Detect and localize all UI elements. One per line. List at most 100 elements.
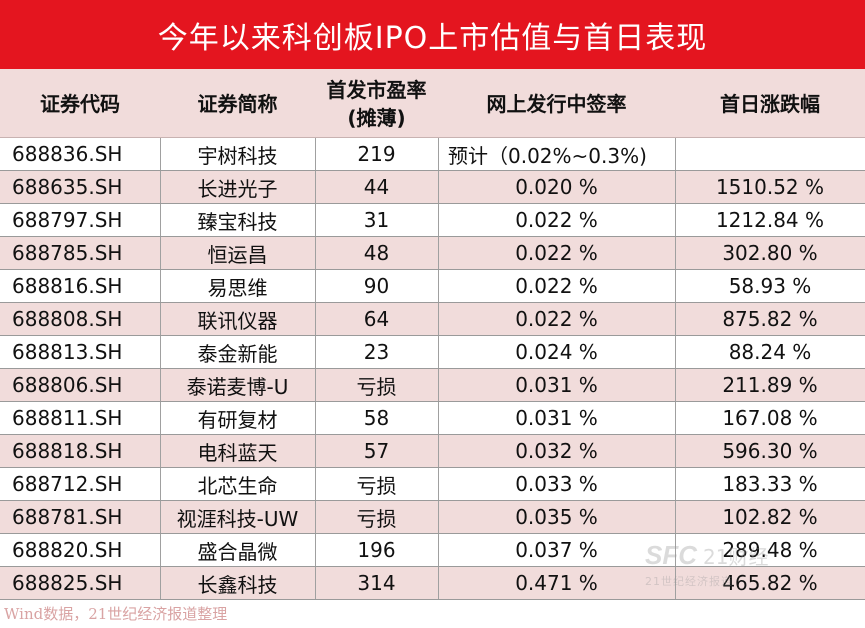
cell-lottery: 0.022 % bbox=[515, 208, 598, 232]
cell-code: 688820.SH bbox=[12, 538, 123, 562]
cell-pe: 亏损 bbox=[356, 473, 397, 498]
cell-name: 易思维 bbox=[207, 275, 268, 300]
cell-lottery: 0.020 % bbox=[515, 175, 598, 199]
column-divider bbox=[160, 402, 161, 434]
cell-pe: 219 bbox=[357, 142, 396, 166]
column-divider bbox=[438, 501, 439, 533]
cell-code: 688811.SH bbox=[12, 406, 123, 430]
cell-first-day: 302.80 % bbox=[722, 241, 818, 265]
cell-lottery: 0.031 % bbox=[515, 406, 598, 430]
column-divider bbox=[160, 336, 161, 368]
header-name: 证券简称 bbox=[197, 91, 278, 116]
column-divider bbox=[160, 237, 161, 269]
column-divider bbox=[675, 468, 676, 500]
table-row: 688635.SH 长进光子 44 0.020 % 1510.52 % bbox=[0, 171, 865, 204]
column-divider bbox=[438, 435, 439, 467]
column-divider bbox=[160, 369, 161, 401]
cell-name: 泰诺麦博-U bbox=[186, 374, 289, 399]
column-divider bbox=[438, 237, 439, 269]
column-divider bbox=[438, 171, 439, 203]
column-divider bbox=[160, 270, 161, 302]
header-code: 证券代码 bbox=[40, 91, 120, 116]
cell-pe: 23 bbox=[363, 340, 390, 364]
table-row: 688811.SH 有研复材 58 0.031 % 167.08 % bbox=[0, 402, 865, 435]
column-divider bbox=[315, 534, 316, 566]
column-divider bbox=[160, 303, 161, 335]
column-divider bbox=[315, 501, 316, 533]
cell-pe: 314 bbox=[357, 571, 396, 595]
column-divider bbox=[315, 138, 316, 170]
column-divider bbox=[315, 369, 316, 401]
cell-code: 688825.SH bbox=[12, 571, 123, 595]
column-divider bbox=[438, 402, 439, 434]
cell-code: 688806.SH bbox=[12, 373, 123, 397]
cell-lottery: 0.031 % bbox=[515, 373, 598, 397]
column-divider bbox=[675, 270, 676, 302]
column-divider bbox=[675, 336, 676, 368]
column-divider bbox=[438, 369, 439, 401]
column-divider bbox=[675, 138, 676, 170]
table-row: 688820.SH 盛合晶微 196 0.037 % 289.48 % bbox=[0, 534, 865, 567]
cell-first-day: 58.93 % bbox=[728, 274, 812, 298]
column-divider bbox=[315, 204, 316, 236]
cell-code: 688818.SH bbox=[12, 439, 123, 463]
cell-code: 688816.SH bbox=[12, 274, 123, 298]
cell-first-day: 465.82 % bbox=[722, 571, 818, 595]
cell-code: 688712.SH bbox=[12, 472, 123, 496]
column-divider bbox=[315, 567, 316, 599]
column-divider bbox=[160, 138, 161, 170]
column-divider bbox=[675, 501, 676, 533]
table-row: 688712.SH 北芯生命 亏损 0.033 % 183.33 % bbox=[0, 468, 865, 501]
cell-lottery: 0.022 % bbox=[515, 274, 598, 298]
column-divider bbox=[160, 501, 161, 533]
source-footer: Wind数据，21世纪经济报道整理 bbox=[4, 605, 228, 623]
cell-pe: 57 bbox=[363, 439, 390, 463]
cell-first-day bbox=[675, 138, 865, 170]
cell-first-day: 596.30 % bbox=[722, 439, 818, 463]
header-pe: 首发市盈率 (摊薄) bbox=[315, 69, 438, 138]
cell-code: 688836.SH bbox=[12, 142, 123, 166]
cell-code: 688781.SH bbox=[12, 505, 123, 529]
cell-lottery: 预计（0.02%~0.3%) bbox=[448, 143, 647, 168]
cell-pe: 90 bbox=[363, 274, 390, 298]
table-row: 688813.SH 泰金新能 23 0.024 % 88.24 % bbox=[0, 336, 865, 369]
column-divider bbox=[160, 468, 161, 500]
column-divider bbox=[438, 138, 439, 170]
cell-lottery: 0.037 % bbox=[515, 538, 598, 562]
column-divider bbox=[675, 204, 676, 236]
cell-name: 长鑫科技 bbox=[197, 572, 278, 597]
column-divider bbox=[438, 567, 439, 599]
column-divider bbox=[315, 468, 316, 500]
cell-name: 电科蓝天 bbox=[197, 440, 278, 465]
cell-code: 688635.SH bbox=[12, 175, 123, 199]
column-divider bbox=[160, 435, 161, 467]
cell-name: 视涯科技-UW bbox=[176, 506, 299, 531]
cell-pe: 亏损 bbox=[356, 374, 397, 399]
cell-name: 北芯生命 bbox=[197, 473, 278, 498]
table-row: 688797.SH 臻宝科技 31 0.022 % 1212.84 % bbox=[0, 204, 865, 237]
cell-name: 臻宝科技 bbox=[197, 209, 278, 234]
column-divider bbox=[675, 534, 676, 566]
column-divider bbox=[438, 468, 439, 500]
column-divider bbox=[438, 303, 439, 335]
cell-code: 688813.SH bbox=[12, 340, 123, 364]
header-pe-line2: (摊薄) bbox=[347, 105, 406, 130]
table-row: 688785.SH 恒运昌 48 0.022 % 302.80 % bbox=[0, 237, 865, 270]
column-divider bbox=[675, 237, 676, 269]
cell-code: 688797.SH bbox=[12, 208, 123, 232]
cell-lottery: 0.471 % bbox=[515, 571, 598, 595]
cell-name: 盛合晶微 bbox=[197, 539, 278, 564]
cell-pe: 58 bbox=[363, 406, 390, 430]
cell-pe: 31 bbox=[363, 208, 390, 232]
column-divider bbox=[315, 336, 316, 368]
cell-first-day: 1510.52 % bbox=[715, 175, 825, 199]
cell-first-day: 102.82 % bbox=[722, 505, 818, 529]
cell-first-day: 88.24 % bbox=[728, 340, 812, 364]
table-row: 688806.SH 泰诺麦博-U 亏损 0.031 % 211.89 % bbox=[0, 369, 865, 402]
column-divider bbox=[160, 171, 161, 203]
column-divider bbox=[438, 270, 439, 302]
cell-lottery: 0.022 % bbox=[515, 241, 598, 265]
cell-name: 长进光子 bbox=[197, 176, 278, 201]
column-divider bbox=[160, 204, 161, 236]
